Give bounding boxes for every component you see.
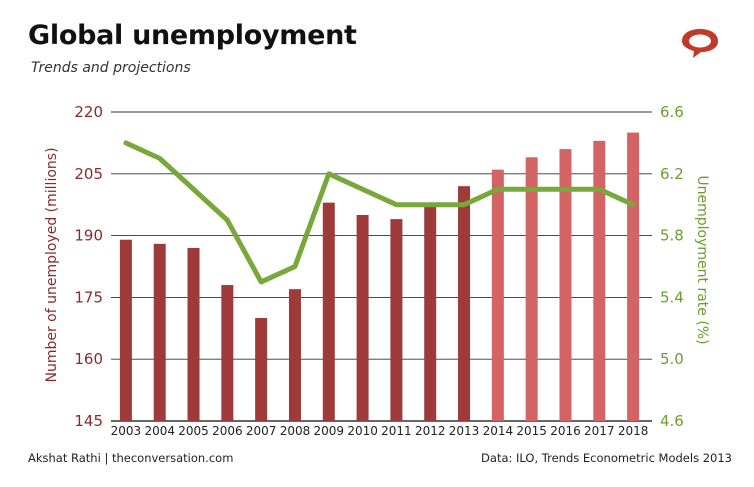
rate-line	[123, 140, 636, 285]
x-tick-label: 2012	[415, 424, 446, 438]
bar	[525, 157, 538, 421]
y-axis-label-left: Number of unemployed (millions)	[44, 147, 60, 382]
y-tick-label-left: 145	[74, 412, 103, 430]
y-tick-label-right: 5.0	[660, 350, 684, 368]
y-axis-label-right: Unemployment rate (%)	[694, 175, 710, 344]
bar	[153, 243, 166, 421]
bar	[458, 186, 471, 421]
y-tick-label-left: 205	[74, 165, 103, 183]
x-tick-label: 2009	[314, 424, 345, 438]
x-tick-label: 2011	[381, 424, 412, 438]
bar	[322, 202, 335, 421]
bar	[119, 239, 132, 421]
bars	[119, 132, 640, 421]
y-tick-label-left: 160	[74, 350, 103, 368]
x-tick-label: 2013	[449, 424, 480, 438]
chart-subtitle: Trends and projections	[31, 60, 191, 76]
bar	[627, 132, 640, 421]
bar	[255, 318, 268, 421]
bar	[288, 289, 301, 421]
bar	[424, 206, 437, 421]
x-tick-label: 2015	[516, 424, 547, 438]
tick-labels: 145 4.6 160 5.0 175 5.4 190 5.8 205 6.2 220 6.6 2003…	[74, 103, 684, 438]
footer-credit: Akshat Rathi | theconversation.com	[28, 451, 234, 465]
y-tick-label-right: 5.4	[660, 288, 684, 306]
x-tick-label: 2017	[584, 424, 615, 438]
y-tick-label-right: 5.8	[660, 227, 684, 245]
x-tick-label: 2003	[111, 424, 142, 438]
bar	[491, 169, 504, 421]
footer-source: Data: ILO, Trends Econometric Models 201…	[481, 451, 732, 465]
y-tick-label-left: 220	[74, 103, 103, 121]
chart-title: Global unemployment	[28, 20, 357, 51]
y-tick-label-right: 6.2	[660, 165, 684, 183]
x-tick-label: 2008	[280, 424, 311, 438]
x-tick-label: 2007	[246, 424, 277, 438]
x-tick-label: 2005	[178, 424, 209, 438]
y-tick-label-left: 175	[74, 288, 103, 306]
speech-bubble-icon	[682, 29, 718, 58]
rate-line-path	[123, 140, 636, 285]
bar	[593, 140, 606, 421]
x-tick-label: 2004	[144, 424, 175, 438]
x-tick-label: 2014	[483, 424, 514, 438]
x-tick-label: 2016	[550, 424, 581, 438]
x-tick-label: 2018	[618, 424, 649, 438]
bar	[221, 285, 234, 421]
bar	[390, 219, 403, 421]
x-tick-label: 2006	[212, 424, 243, 438]
bar	[356, 215, 369, 421]
x-tick-label: 2010	[347, 424, 378, 438]
bar	[559, 149, 572, 421]
y-tick-label-left: 190	[74, 227, 103, 245]
y-tick-label-right: 6.6	[660, 103, 684, 121]
bar	[187, 247, 200, 421]
y-tick-label-right: 4.6	[660, 412, 684, 430]
